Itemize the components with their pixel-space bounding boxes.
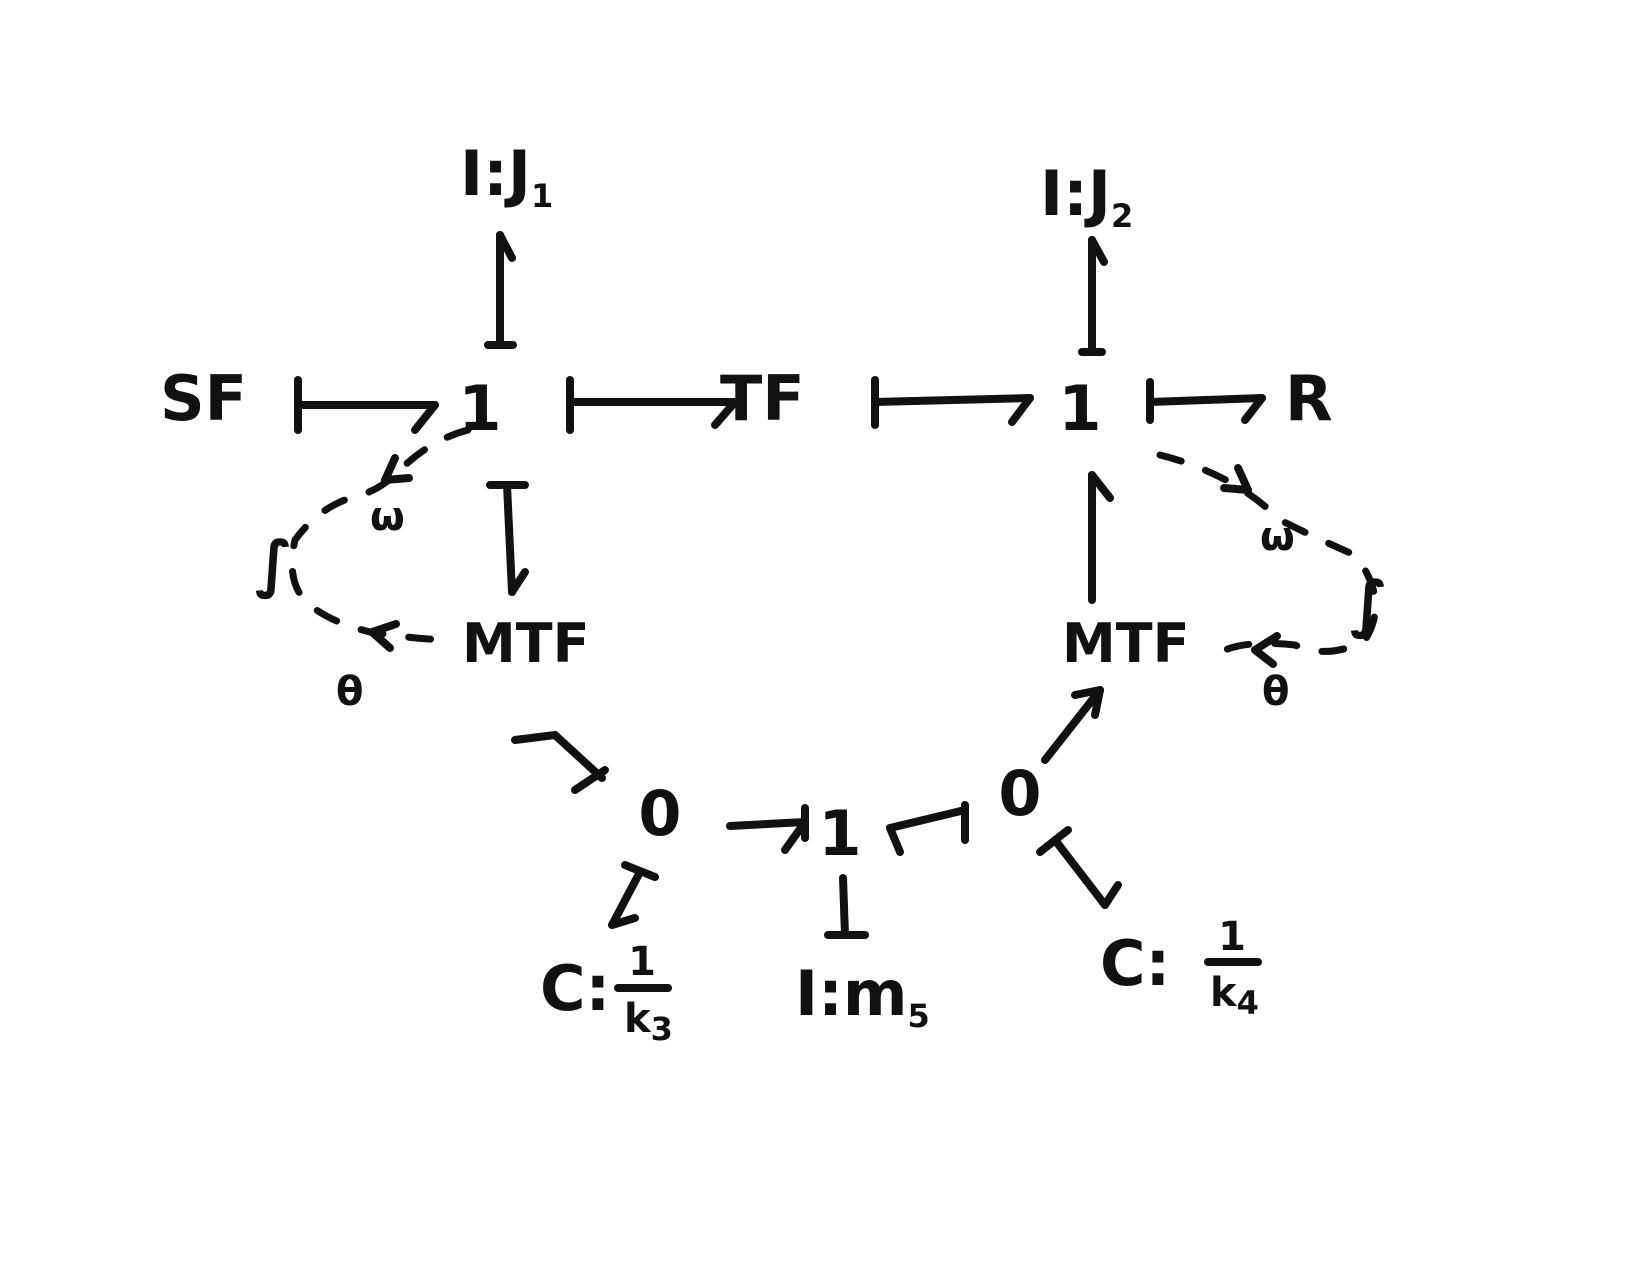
bond-junction-right-to-j2 xyxy=(1078,236,1108,356)
r-label: R xyxy=(1285,362,1333,435)
inertia-j2-label: I:J2 xyxy=(1040,157,1133,235)
bond-zero-left-to-c-k3 xyxy=(608,861,659,929)
bond-mtf-right-to-junction-right xyxy=(1088,471,1114,604)
compliance-k4-denominator: k4 xyxy=(1210,970,1259,1022)
compliance-k3-denominator: k3 xyxy=(624,996,673,1048)
signal-arrowhead-theta-left xyxy=(368,620,400,652)
bond-zero-right-to-mtf-right xyxy=(1041,686,1104,764)
compliance-k3-label: C: 1 k3 xyxy=(540,939,673,1048)
junction-right-label: 1 xyxy=(1058,372,1101,445)
integral-left-label: ∫ xyxy=(255,527,293,600)
mtf-left-label: MTF xyxy=(462,612,589,675)
theta-right-label: θ xyxy=(1262,669,1289,715)
compliance-k3-numerator: 1 xyxy=(628,939,656,985)
bond-zero-left-to-mtf-left xyxy=(511,731,609,794)
sf-source-label: SF xyxy=(160,362,247,435)
signal-loop-right xyxy=(1156,451,1379,668)
signal-arrowhead-theta-right xyxy=(1251,632,1281,668)
zero-junction-left-label: 0 xyxy=(638,777,681,850)
bond-zero-right-to-c-k4 xyxy=(1036,826,1122,909)
omega-left-label: ω xyxy=(370,494,405,540)
bond-junction-left-to-mtf-left xyxy=(486,481,529,596)
signal-arrowhead-omega-right xyxy=(1220,464,1252,494)
inertia-j1-label: I:J1 xyxy=(460,137,553,215)
compliance-k4-label: C: 1 k4 xyxy=(1100,914,1262,1022)
bond-junction-bottom-to-m5 xyxy=(824,874,869,939)
zero-junction-right-label: 0 xyxy=(998,757,1041,830)
bond-junction-left-to-j1 xyxy=(484,231,517,349)
compliance-k4-prefix: C: xyxy=(1100,927,1170,1000)
mtf-right-label: MTF xyxy=(1062,612,1189,675)
signal-loop-left xyxy=(288,426,472,652)
bond-zero-left-to-junction-bottom xyxy=(726,804,809,854)
bond-zero-right-to-junction-bottom xyxy=(886,801,969,856)
junction-bottom-label: 1 xyxy=(818,797,861,870)
compliance-k4-numerator: 1 xyxy=(1218,914,1246,960)
compliance-k3-prefix: C: xyxy=(540,952,610,1025)
signal-arrowhead-omega-left xyxy=(381,454,413,484)
inertia-m5-label: I:m5 xyxy=(795,957,930,1035)
bond-junction-right-to-r xyxy=(1146,378,1266,424)
theta-left-label: θ xyxy=(336,669,363,715)
bond-sf-to-junction-left xyxy=(294,376,439,434)
bond-junction-left-to-tf xyxy=(566,376,739,434)
bond-tf-to-junction-right xyxy=(871,376,1034,429)
